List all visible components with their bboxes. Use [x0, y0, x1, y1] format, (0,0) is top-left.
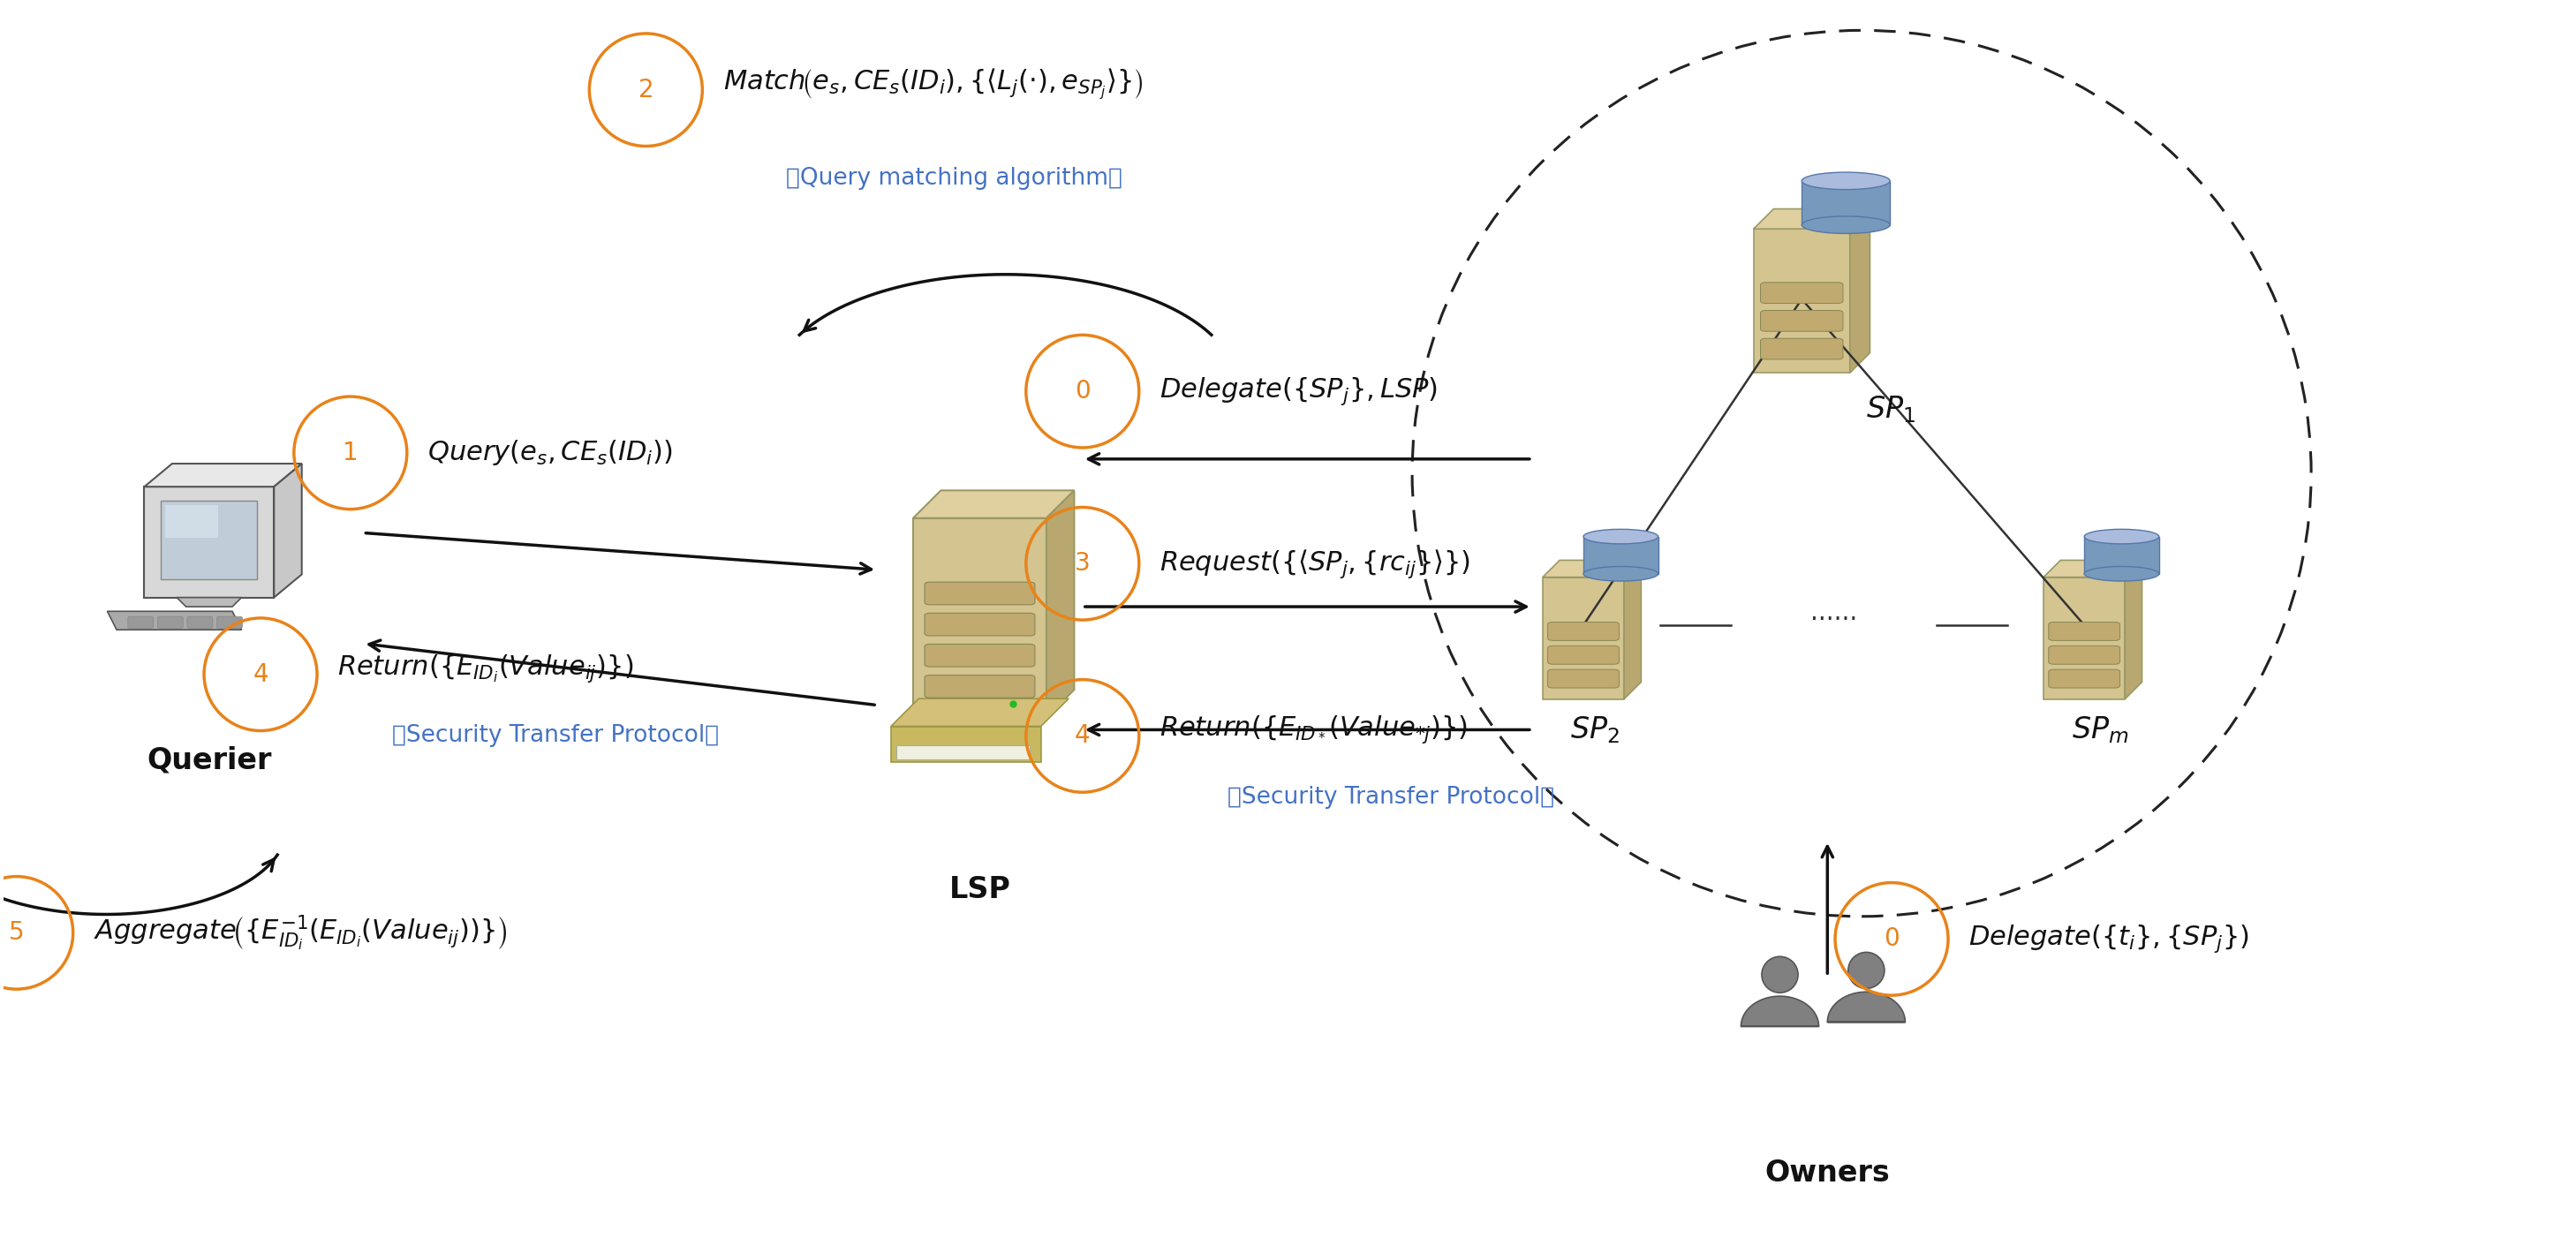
Polygon shape [2084, 536, 2159, 573]
Ellipse shape [1762, 957, 1798, 993]
Polygon shape [1826, 992, 1906, 1023]
Text: 3: 3 [1074, 551, 1090, 576]
Text: Owners: Owners [1765, 1159, 1891, 1187]
Polygon shape [1543, 561, 1641, 577]
Text: 4: 4 [252, 662, 268, 687]
Polygon shape [1623, 561, 1641, 699]
Text: SP$_2$: SP$_2$ [1571, 714, 1620, 745]
FancyBboxPatch shape [129, 617, 155, 628]
Text: 0: 0 [1074, 379, 1090, 404]
Polygon shape [144, 487, 273, 598]
Text: 5: 5 [8, 920, 23, 945]
Text: $Delegate(\{SP_j\},LSP)$: $Delegate(\{SP_j\},LSP)$ [1159, 375, 1437, 407]
Polygon shape [1584, 536, 1659, 573]
FancyBboxPatch shape [925, 613, 1036, 636]
FancyBboxPatch shape [2048, 670, 2120, 688]
Polygon shape [1801, 181, 1891, 225]
FancyBboxPatch shape [157, 617, 183, 628]
FancyBboxPatch shape [925, 582, 1036, 604]
FancyBboxPatch shape [925, 675, 1036, 698]
Ellipse shape [1801, 217, 1891, 234]
Text: $Aggregate\!\left(\{E_{ID_i}^{-1}(E_{ID_i}(Value_{ij}))\}\right)$: $Aggregate\!\left(\{E_{ID_i}^{-1}(E_{ID_… [93, 914, 507, 952]
Text: $Request(\{\langle SP_j, \{rc_{ij}\}\rangle\})$: $Request(\{\langle SP_j, \{rc_{ij}\}\ran… [1159, 547, 1471, 579]
Text: 1: 1 [343, 441, 358, 465]
Polygon shape [912, 490, 1074, 517]
Polygon shape [1754, 229, 1850, 373]
Text: $Delegate(\{t_i\}, \{SP_j\})$: $Delegate(\{t_i\}, \{SP_j\})$ [1968, 924, 2249, 954]
FancyBboxPatch shape [1759, 311, 1842, 332]
FancyBboxPatch shape [1759, 338, 1842, 359]
Text: $Query(e_s, CE_s(ID_i))$: $Query(e_s, CE_s(ID_i))$ [428, 438, 672, 468]
FancyBboxPatch shape [1759, 282, 1842, 303]
Ellipse shape [2084, 567, 2159, 581]
Polygon shape [162, 500, 258, 579]
Polygon shape [273, 464, 301, 598]
Polygon shape [2043, 561, 2143, 577]
FancyBboxPatch shape [1548, 670, 1620, 688]
Polygon shape [1543, 577, 1623, 699]
FancyBboxPatch shape [2048, 646, 2120, 665]
Polygon shape [891, 727, 1041, 761]
Text: $Return(\{E_{ID_i}(Value_{ij})\})$: $Return(\{E_{ID_i}(Value_{ij})\})$ [337, 652, 634, 685]
Text: 2: 2 [639, 78, 654, 103]
Polygon shape [1754, 209, 1870, 229]
Polygon shape [2125, 561, 2143, 699]
Text: SP$_m$: SP$_m$ [2071, 714, 2128, 745]
FancyBboxPatch shape [2048, 621, 2120, 640]
Text: ......: ...... [1811, 600, 1857, 625]
Polygon shape [1850, 209, 1870, 373]
Text: 4: 4 [1074, 723, 1090, 748]
Text: 0: 0 [1883, 926, 1899, 951]
Ellipse shape [1584, 529, 1659, 543]
Polygon shape [2043, 577, 2125, 699]
FancyBboxPatch shape [925, 644, 1036, 667]
Polygon shape [178, 598, 242, 607]
Ellipse shape [1847, 952, 1886, 988]
Text: Querier: Querier [147, 747, 270, 775]
Polygon shape [144, 464, 301, 487]
Ellipse shape [1584, 567, 1659, 581]
Text: （Query matching algorithm）: （Query matching algorithm） [786, 167, 1123, 189]
Text: SP$_1$: SP$_1$ [1865, 395, 1917, 425]
Text: （Security Transfer Protocol）: （Security Transfer Protocol） [392, 724, 719, 748]
Polygon shape [108, 612, 242, 630]
Text: $Return(\{E_{ID_*}(Value_{*j})\})$: $Return(\{E_{ID_*}(Value_{*j})\})$ [1159, 714, 1468, 745]
FancyBboxPatch shape [1548, 646, 1620, 665]
FancyBboxPatch shape [216, 617, 242, 628]
Text: （Security Transfer Protocol）: （Security Transfer Protocol） [1226, 786, 1553, 808]
FancyBboxPatch shape [188, 617, 214, 628]
Polygon shape [165, 505, 219, 537]
Text: $Match\!\left(e_s, CE_s(ID_i), \{\langle L_j(\cdot), e_{SP_j}\rangle\}\right)$: $Match\!\left(e_s, CE_s(ID_i), \{\langle… [724, 66, 1144, 102]
Polygon shape [896, 745, 1030, 760]
Polygon shape [1046, 490, 1074, 718]
Polygon shape [912, 517, 1046, 718]
Polygon shape [1741, 997, 1819, 1026]
FancyBboxPatch shape [1548, 621, 1620, 640]
Ellipse shape [2084, 529, 2159, 543]
Ellipse shape [1801, 172, 1891, 189]
Polygon shape [891, 698, 1069, 727]
Text: LSP: LSP [948, 875, 1010, 904]
